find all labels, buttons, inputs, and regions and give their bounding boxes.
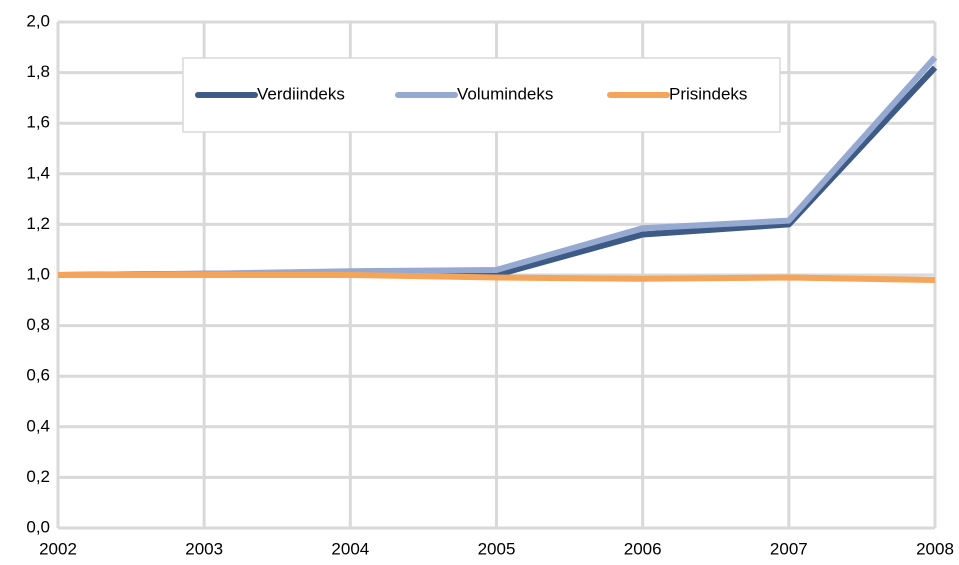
y-tick-label: 1,6	[26, 113, 50, 132]
y-tick-label: 1,4	[26, 163, 50, 182]
y-tick-label: 0,4	[26, 416, 50, 435]
y-tick-label: 0,0	[26, 517, 50, 536]
y-tick-label: 1,8	[26, 62, 50, 81]
x-tick-label: 2004	[331, 539, 369, 558]
y-tick-label: 1,2	[26, 214, 50, 233]
x-tick-label: 2005	[478, 539, 516, 558]
x-tick-label: 2008	[916, 539, 954, 558]
legend-box	[182, 57, 781, 133]
y-tick-label: 0,2	[26, 467, 50, 486]
x-tick-label: 2007	[770, 539, 808, 558]
legend-label: Verdiindeks	[257, 84, 345, 103]
y-tick-label: 0,6	[26, 366, 50, 385]
y-tick-label: 1,0	[26, 264, 50, 283]
x-tick-label: 2003	[185, 539, 223, 558]
x-tick-label: 2006	[624, 539, 662, 558]
data-line	[58, 272, 936, 284]
legend-label: Prisindeks	[669, 84, 747, 103]
y-tick-label: 2,0	[26, 11, 50, 30]
x-tick-label: 2002	[39, 539, 77, 558]
y-tick-label: 0,8	[26, 315, 50, 334]
legend-label: Volumindeks	[457, 84, 553, 103]
